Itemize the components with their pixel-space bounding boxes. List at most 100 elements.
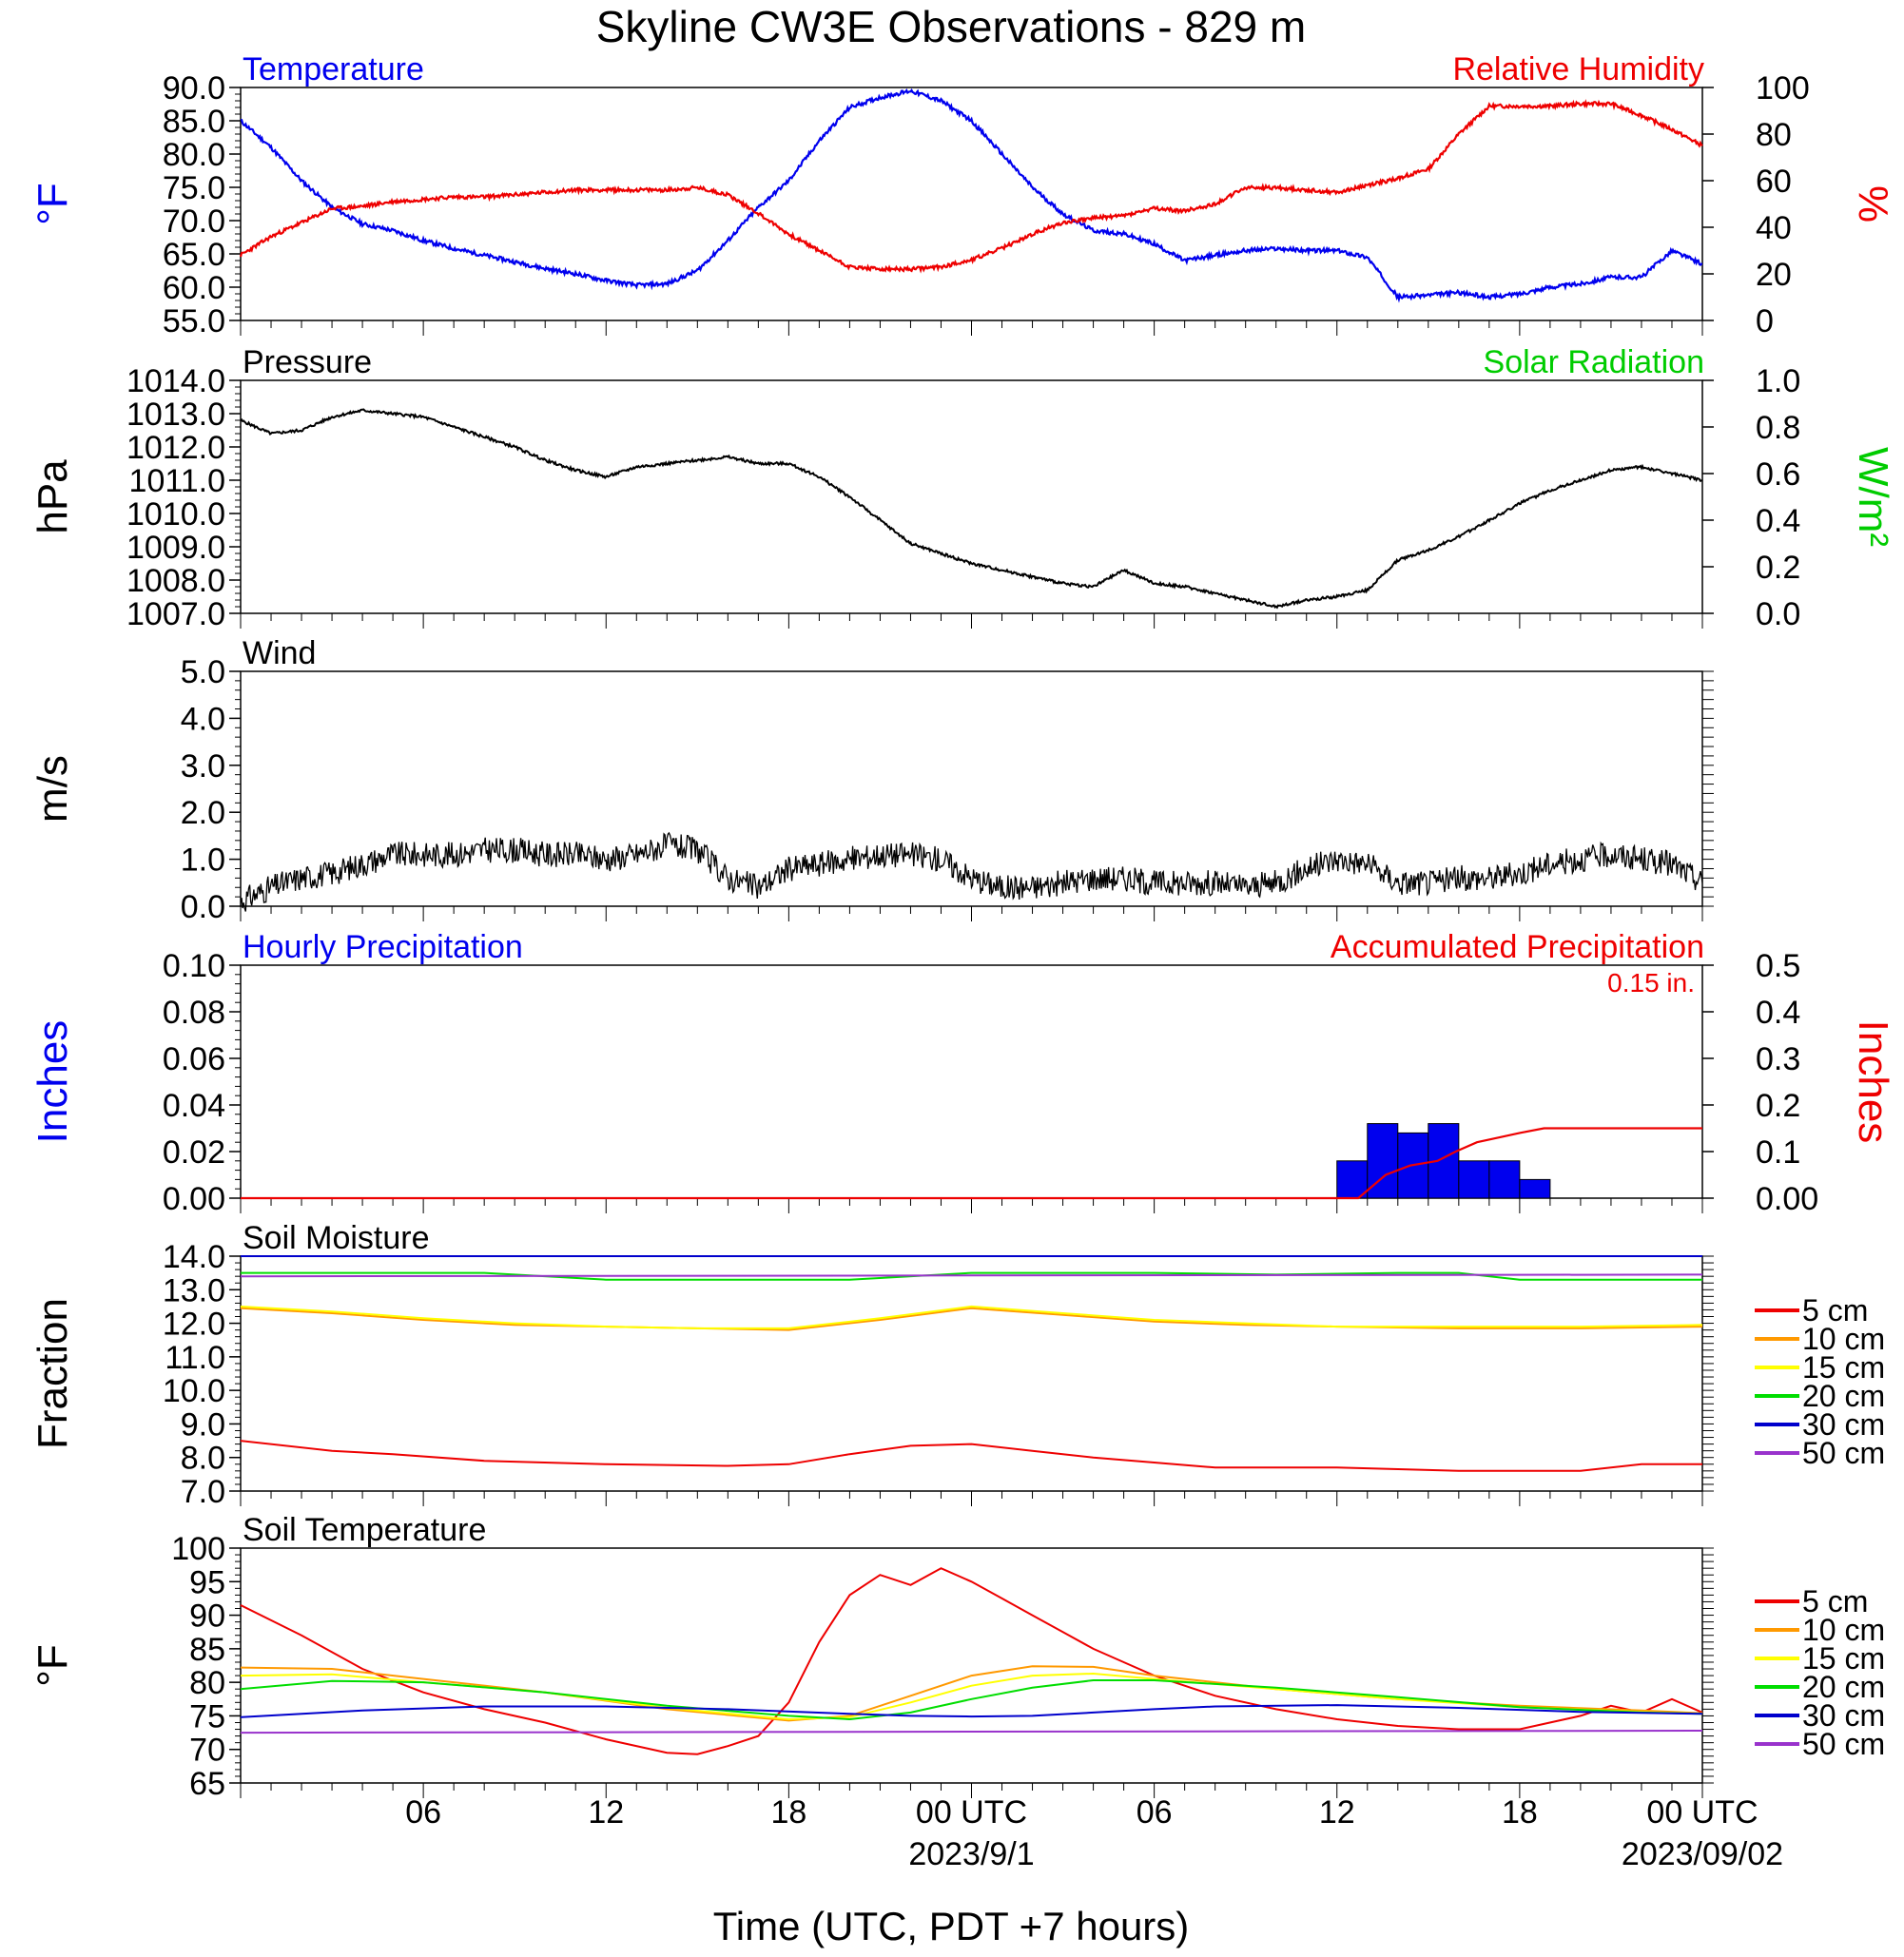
y-tick-label-left: 55.0 bbox=[163, 303, 225, 339]
panel-frame bbox=[240, 1255, 1703, 1492]
panel-title-right: Solar Radiation bbox=[1484, 344, 1704, 380]
x-tick-label: 06 bbox=[405, 1794, 441, 1831]
soil-line-5cm bbox=[240, 1567, 1703, 1755]
panels: 55.060.065.070.075.080.085.090.0 0 20 40 60 8… bbox=[29, 51, 1896, 1802]
hourly-precip-bar bbox=[1458, 1160, 1490, 1199]
soil-line-50cm bbox=[240, 1730, 1703, 1734]
y-tick-label-left: 10.0 bbox=[163, 1373, 225, 1409]
y-axis-label-right: % bbox=[1850, 185, 1896, 223]
y-tick-label-right: 0.4 bbox=[1756, 503, 1800, 539]
soil-line-15cm bbox=[240, 1305, 1703, 1329]
y-tick-label-left: 1007.0 bbox=[126, 596, 225, 632]
soil-line-5cm bbox=[240, 1440, 1702, 1472]
y-tick-label-left: 1014.0 bbox=[126, 363, 225, 399]
y-axis-label-right: W/m² bbox=[1850, 447, 1896, 547]
panel-3: 0.0 1.0 2.0 3.0 4.0 5.0 Wind m/s bbox=[29, 635, 1714, 925]
y-tick-label-left: 85 bbox=[189, 1632, 225, 1668]
humidity-line bbox=[239, 99, 1703, 274]
y-axis-label-left: Inches bbox=[29, 1020, 76, 1144]
y-tick-label-right: 0.2 bbox=[1756, 550, 1800, 586]
y-tick-label-right: 1.0 bbox=[1756, 363, 1800, 399]
chart-title: Skyline CW3E Observations - 829 m bbox=[596, 2, 1307, 51]
y-tick-label-right: 0.3 bbox=[1756, 1041, 1800, 1077]
y-tick-label-left: 4.0 bbox=[181, 701, 225, 737]
soil-line-20cm bbox=[240, 1679, 1703, 1721]
y-tick-label-right: 0.0 bbox=[1756, 596, 1800, 632]
y-tick-label-left: 7.0 bbox=[181, 1474, 225, 1510]
y-tick-label-left: 85.0 bbox=[163, 104, 225, 140]
legend-label: 20 cm bbox=[1802, 1379, 1885, 1413]
panel-frame bbox=[240, 379, 1703, 614]
legend-label: 50 cm bbox=[1802, 1727, 1885, 1761]
panel-4: 0.00 0.02 0.04 0.06 0.08 0.10 0.00 0.1 0.2 0.3 0.4… bbox=[29, 929, 1896, 1217]
panel-2: 1007.01008.01009.01010.01011.01012.01013… bbox=[29, 344, 1896, 632]
y-tick-label-left: 11.0 bbox=[165, 1340, 225, 1376]
y-tick-label-left: 75.0 bbox=[163, 170, 225, 206]
y-tick-label-right: 0.8 bbox=[1756, 410, 1800, 446]
y-tick-label-right: 40 bbox=[1756, 210, 1792, 246]
y-axis-label-left: Fraction bbox=[29, 1298, 76, 1449]
y-tick-label-left: 70.0 bbox=[163, 203, 225, 240]
soil-line-10cm bbox=[240, 1665, 1703, 1722]
y-tick-label-right: 0 bbox=[1756, 303, 1774, 339]
legend-label: 10 cm bbox=[1802, 1322, 1885, 1356]
hourly-precip-bar bbox=[1488, 1160, 1521, 1199]
x-date-label: 2023/9/1 bbox=[908, 1836, 1034, 1872]
x-tick-label: 18 bbox=[1502, 1794, 1538, 1831]
y-tick-label-left: 1009.0 bbox=[126, 530, 225, 566]
y-tick-label-right: 100 bbox=[1756, 70, 1810, 107]
y-tick-label-left: 0.04 bbox=[163, 1088, 225, 1124]
y-tick-label-left: 9.0 bbox=[181, 1406, 225, 1443]
y-tick-label-left: 75 bbox=[189, 1698, 225, 1734]
y-tick-label-left: 1.0 bbox=[181, 843, 225, 879]
legend-label: 10 cm bbox=[1802, 1613, 1885, 1647]
y-tick-label-left: 0.10 bbox=[163, 948, 225, 984]
y-tick-label-left: 65 bbox=[189, 1766, 225, 1802]
x-tick-label: 18 bbox=[770, 1794, 806, 1831]
x-tick-label: 00 UTC bbox=[916, 1794, 1027, 1831]
y-tick-label-left: 12.0 bbox=[163, 1307, 225, 1343]
legend-label: 20 cm bbox=[1802, 1670, 1885, 1704]
pressure-line bbox=[240, 408, 1703, 610]
y-axis-label-left: °F bbox=[29, 1644, 76, 1686]
time-axis: 06 12 18 00 UTC 06 12 18 00 UTC 2023/9/1 2023/09/… bbox=[405, 1794, 1783, 1872]
y-tick-label-right: 0.5 bbox=[1756, 948, 1800, 984]
x-tick-label: 06 bbox=[1137, 1794, 1173, 1831]
legend-label: 30 cm bbox=[1802, 1407, 1885, 1442]
y-tick-label-left: 1008.0 bbox=[126, 563, 225, 599]
y-tick-label-left: 80 bbox=[189, 1665, 225, 1701]
y-tick-label-left: 1013.0 bbox=[126, 397, 225, 433]
y-tick-label-left: 65.0 bbox=[163, 237, 225, 273]
y-tick-label-left: 1010.0 bbox=[126, 496, 225, 533]
hourly-precip-bar bbox=[1519, 1178, 1551, 1199]
y-tick-label-left: 2.0 bbox=[181, 795, 225, 831]
y-tick-label-left: 8.0 bbox=[181, 1441, 225, 1477]
legend-label: 15 cm bbox=[1802, 1350, 1885, 1385]
y-tick-label-left: 95 bbox=[189, 1564, 225, 1600]
soil-line-30cm bbox=[240, 1704, 1703, 1718]
y-tick-label-left: 0.08 bbox=[163, 995, 225, 1031]
hourly-precip-bar bbox=[1336, 1160, 1369, 1199]
x-tick-label: 12 bbox=[1319, 1794, 1355, 1831]
y-axis-label-left: hPa bbox=[29, 459, 76, 534]
y-tick-label-left: 0.00 bbox=[163, 1181, 225, 1217]
legend-label: 50 cm bbox=[1802, 1436, 1885, 1470]
y-tick-label-left: 90 bbox=[189, 1599, 225, 1635]
y-axis-label-left: °F bbox=[29, 183, 76, 224]
y-tick-label-left: 14.0 bbox=[163, 1239, 225, 1275]
y-tick-label-right: 0.2 bbox=[1756, 1088, 1800, 1124]
y-tick-label-right: 60 bbox=[1756, 164, 1792, 200]
y-tick-label-right: 0.1 bbox=[1756, 1134, 1800, 1171]
soil-line-15cm bbox=[240, 1672, 1703, 1721]
y-tick-label-left: 0.06 bbox=[163, 1041, 225, 1077]
y-tick-label-left: 80.0 bbox=[163, 137, 225, 173]
y-tick-label-right: 0.6 bbox=[1756, 456, 1800, 493]
y-tick-label-left: 1011.0 bbox=[129, 463, 225, 499]
y-axis-label-left: m/s bbox=[29, 755, 76, 823]
panel-title-left: Soil Temperature bbox=[243, 1512, 486, 1548]
panel-frame bbox=[240, 670, 1703, 907]
soil-line-50cm bbox=[240, 1273, 1703, 1278]
x-tick-label: 00 UTC bbox=[1646, 1794, 1758, 1831]
panel-5: 7.08.09.010.011.012.013.014.0 Soil Moistu… bbox=[29, 1220, 1885, 1510]
